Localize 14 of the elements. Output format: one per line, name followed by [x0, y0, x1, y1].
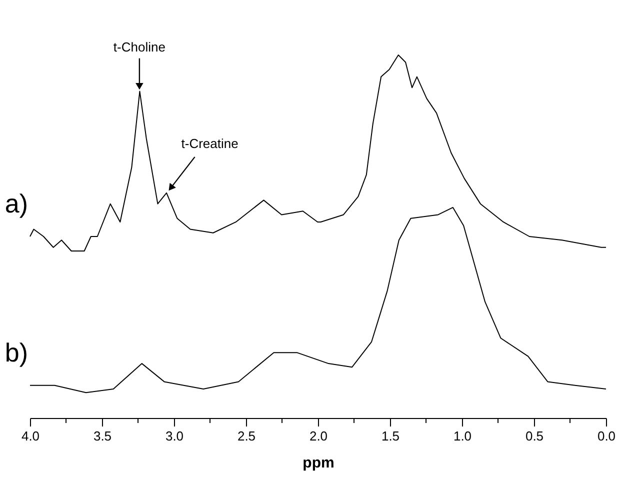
x-tick-label: 2.5	[237, 428, 256, 444]
x-tick-label: 3.5	[93, 428, 112, 444]
x-tick-label: 0.5	[525, 428, 544, 444]
annotation: t-Creatine	[181, 136, 238, 151]
x-tick-label: 3.0	[165, 428, 184, 444]
x-tick-label: 2.0	[309, 428, 328, 444]
x-tick-label: 1.0	[453, 428, 472, 444]
x-tick-label: 0.0	[597, 428, 616, 444]
x-tick-label: 1.5	[381, 428, 400, 444]
x-tick-label: 4.0	[21, 428, 40, 444]
series-label: b)	[4, 337, 28, 368]
series-label: a)	[4, 188, 28, 218]
x-axis-title: ppm	[302, 454, 334, 472]
annotation: t-Choline	[113, 39, 166, 54]
